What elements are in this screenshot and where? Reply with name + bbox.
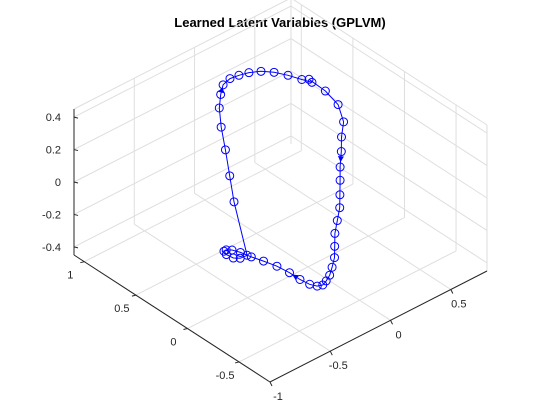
- data-point: [216, 122, 226, 132]
- grid-line: [194, 192, 391, 321]
- y-tick-label: -0.5: [216, 370, 235, 382]
- grid-line: [290, 38, 488, 166]
- grid-line: [134, 223, 331, 352]
- data-point: [284, 268, 294, 278]
- data-point: [242, 250, 252, 260]
- y-tick-mark: [183, 328, 188, 331]
- data-point: [229, 197, 239, 207]
- data-point: [244, 68, 254, 78]
- data-point: [318, 280, 328, 290]
- data-point: [228, 253, 238, 263]
- data-point: [221, 245, 231, 255]
- grid-line: [238, 250, 457, 363]
- data-point: [259, 256, 269, 266]
- data-point: [336, 147, 346, 157]
- grid-line: [290, 103, 488, 231]
- data-point: [335, 190, 345, 200]
- x-tick-mark: [269, 381, 273, 387]
- z-tick-label: 0: [55, 177, 61, 189]
- x-tick-label: -1: [273, 391, 283, 403]
- x-tick-label: -0.5: [329, 360, 348, 372]
- z-tick-mark: [73, 213, 79, 216]
- data-point: [246, 252, 256, 262]
- grid-line: [84, 150, 302, 263]
- x-tick-label: 0.5: [451, 299, 466, 311]
- data-point: [307, 77, 317, 87]
- grid-line: [73, 70, 292, 183]
- grid-line: [290, 5, 488, 134]
- x-tick-mark: [450, 289, 454, 294]
- grid-line: [254, 162, 452, 290]
- data-point: [332, 216, 342, 226]
- data-point: [221, 250, 231, 260]
- grid-line: [73, 0, 289, 110]
- data-point: [335, 175, 345, 185]
- y-tick-mark: [234, 361, 240, 364]
- grid-line: [73, 38, 292, 151]
- y-axis-line: [73, 254, 271, 383]
- data-point: [339, 117, 349, 127]
- data-point: [327, 262, 337, 272]
- z-tick-mark: [73, 116, 79, 119]
- data-point: [214, 103, 224, 113]
- z-tick-label: -0.2: [42, 209, 61, 221]
- data-point: [335, 203, 345, 213]
- data-point: [218, 80, 228, 90]
- z-tick-mark: [73, 181, 79, 184]
- grid-line: [73, 102, 292, 215]
- grid-line: [73, 5, 292, 118]
- data-point: [330, 253, 340, 263]
- data-point: [220, 145, 230, 155]
- data-point: [304, 74, 314, 84]
- chart-title: Learned Latent Variables (GPLVM): [174, 15, 385, 30]
- trajectory: [214, 66, 349, 291]
- grid-lines: [73, 0, 488, 383]
- y-tick-label: 0: [170, 337, 176, 349]
- data-point: [225, 74, 235, 84]
- data-point: [256, 66, 266, 76]
- grid-line: [290, 135, 488, 264]
- grid-line: [293, 0, 488, 126]
- y-tick-mark: [131, 294, 137, 297]
- z-tick-mark: [73, 149, 79, 152]
- data-point: [283, 70, 293, 80]
- z-tick-label: 0.4: [46, 112, 61, 124]
- z-tick-label: 0.2: [46, 145, 61, 157]
- y-tick-label: 1: [67, 270, 73, 282]
- x-axis-line: [269, 270, 488, 383]
- y-tick-label: 0.5: [114, 303, 129, 315]
- data-point: [225, 171, 235, 181]
- axes: [73, 109, 488, 387]
- x-tick-label: 0: [395, 329, 401, 341]
- data-point: [337, 132, 347, 142]
- grid-line: [290, 70, 488, 199]
- data-point: [330, 228, 340, 238]
- direction-arrow: [338, 156, 344, 163]
- data-point: [272, 261, 282, 271]
- grid-line: [135, 183, 354, 296]
- data-point: [305, 279, 315, 289]
- data-point: [335, 162, 345, 172]
- tick-labels: -1 -0.5 0 0.5 -0.5 0 0.5 1 -0.4 -0.2 0 0.2 0.4: [42, 112, 466, 403]
- z-tick-label: -0.4: [42, 242, 61, 254]
- data-point: [330, 241, 340, 251]
- grid-line: [187, 217, 405, 329]
- grid-line: [73, 135, 292, 248]
- data-point: [234, 70, 244, 80]
- x-tick-mark: [329, 350, 333, 356]
- direction-arrow: [292, 274, 299, 281]
- x-tick-mark: [390, 320, 394, 325]
- data-point: [297, 74, 307, 84]
- z-tick-mark: [73, 246, 79, 249]
- data-point: [333, 100, 343, 110]
- y-tick-mark: [80, 261, 85, 264]
- direction-arrow: [218, 86, 225, 94]
- trajectory-line: [218, 70, 345, 287]
- data-point: [320, 86, 330, 96]
- data-point: [269, 67, 279, 77]
